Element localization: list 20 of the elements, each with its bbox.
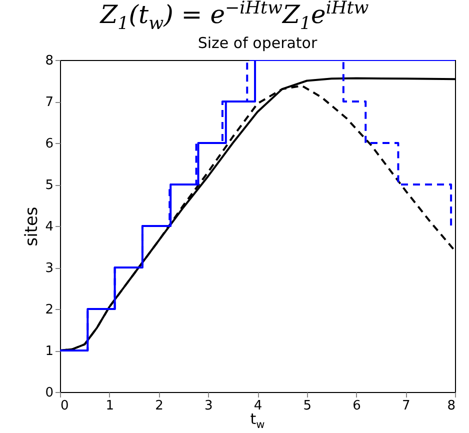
y-tick-label: 6 xyxy=(45,136,54,152)
x-tick-label: 0 xyxy=(60,398,69,414)
x-tick-label: 8 xyxy=(447,398,456,414)
x-tick-label: 7 xyxy=(402,398,410,414)
y-tick-label: 4 xyxy=(45,220,54,234)
y-tick-label: 5 xyxy=(45,178,54,193)
y-tick-label: 8 xyxy=(45,54,54,68)
chart-subtitle: Size of operator xyxy=(198,34,318,52)
y-tick-label: 3 xyxy=(45,261,54,276)
y-tick-label: 1 xyxy=(45,344,54,359)
y-tick-label: 7 xyxy=(45,95,54,110)
chart-title: Z$_{1}$(t$_{w}$) = e$^{−iHtw}$Z$_{1}$e$^{iHtw}$ xyxy=(100,0,369,34)
y-tick-label: 2 xyxy=(45,302,54,318)
x-tick-label: 5 xyxy=(303,398,312,414)
x-tick-label: 2 xyxy=(155,398,164,414)
x-tick-label: 6 xyxy=(352,398,361,414)
x-tick-label: 1 xyxy=(106,398,114,414)
y-tick-label: 0 xyxy=(45,386,54,400)
x-tick-label: 3 xyxy=(204,398,213,414)
y-axis-title: sites xyxy=(22,206,42,246)
